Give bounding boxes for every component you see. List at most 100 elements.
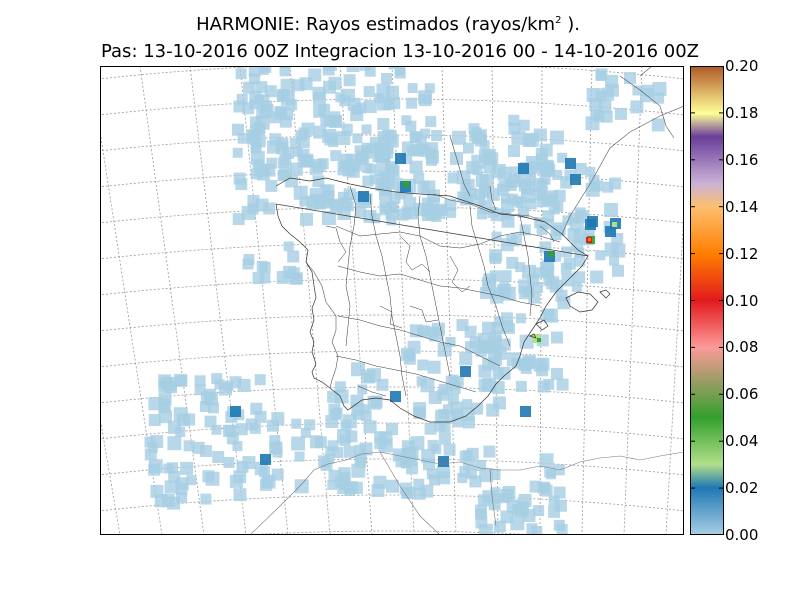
lightning-cell xyxy=(304,419,316,431)
lightning-cell xyxy=(479,468,494,483)
lightning-cell xyxy=(501,198,515,212)
lightning-cell xyxy=(491,321,504,334)
lightning-cell xyxy=(247,130,262,145)
lightning-cell xyxy=(168,470,181,483)
lightning-cell xyxy=(516,500,530,514)
lightning-cell xyxy=(482,490,496,504)
lightning-cell xyxy=(573,230,587,244)
lightning-cell xyxy=(491,231,502,242)
lightning-cell xyxy=(363,420,377,434)
lightning-cell xyxy=(479,140,490,151)
lightning-cell xyxy=(407,83,418,94)
lightning-cell xyxy=(247,203,259,215)
lightning-cell xyxy=(541,308,555,322)
lightning-cell xyxy=(506,235,518,246)
lightning-cell xyxy=(482,357,496,371)
lightning-cell xyxy=(413,202,427,216)
lightning-cell xyxy=(526,523,538,535)
lightning-cell xyxy=(382,147,393,159)
lightning-cell xyxy=(551,331,563,344)
lightning-cell xyxy=(462,399,473,410)
lightning-cell xyxy=(222,424,235,437)
lightning-cell xyxy=(291,436,306,451)
lightning-cell xyxy=(407,146,418,157)
lightning-cell xyxy=(235,178,248,191)
lightning-cell xyxy=(202,470,215,483)
lightning-cell xyxy=(533,358,547,372)
lightning-cell xyxy=(237,132,249,144)
colorbar-tick-label: 0.18 xyxy=(725,103,759,122)
lightning-cell xyxy=(426,154,438,166)
national-borders xyxy=(305,66,684,389)
lightning-cell xyxy=(550,130,564,145)
lightning-cell xyxy=(390,177,403,190)
lightning-cell xyxy=(435,203,448,216)
lightning-cell xyxy=(525,198,537,210)
lightning-cell xyxy=(327,440,339,452)
lightning-cell xyxy=(361,124,372,135)
lightning-cell xyxy=(522,356,536,370)
lightning-cell xyxy=(342,88,355,102)
lightning-cell xyxy=(351,463,366,478)
lightning-cell xyxy=(533,128,547,142)
lightning-cell xyxy=(335,92,346,103)
lightning-cell xyxy=(466,447,479,460)
lightning-cell xyxy=(351,403,365,417)
lightning-cell xyxy=(334,381,346,393)
lightning-cell xyxy=(479,173,494,188)
lightning-cell xyxy=(280,78,295,93)
lightning-cell xyxy=(565,158,576,169)
lightning-cell xyxy=(322,66,335,76)
colorbar-tick-label: 0.16 xyxy=(725,150,759,169)
colorbar-tick-label: 0.00 xyxy=(725,526,759,544)
lightning-cell xyxy=(420,484,434,498)
lightning-cell xyxy=(367,395,382,410)
lightning-cell xyxy=(230,406,241,417)
lightning-cell xyxy=(259,466,270,478)
lightning-cell xyxy=(232,147,243,158)
lightning-cell xyxy=(200,391,214,405)
lightning-cell xyxy=(500,510,514,524)
lightning-cell xyxy=(652,82,667,96)
lightning-cell xyxy=(445,411,457,423)
lightning-cell xyxy=(359,442,373,456)
lightning-cell xyxy=(409,160,423,174)
lightning-cell xyxy=(306,195,321,210)
lightning-cell xyxy=(180,461,194,475)
lightning-cell xyxy=(324,115,336,128)
lightning-cell xyxy=(325,446,336,457)
lightning-cell xyxy=(595,250,606,261)
lightning-cell xyxy=(457,191,469,203)
lightning-cell xyxy=(531,282,543,293)
lightning-cell xyxy=(489,253,501,265)
lightning-cell xyxy=(493,346,507,360)
lightning-cell xyxy=(510,516,525,531)
lightning-cell xyxy=(469,336,482,349)
lightning-cell xyxy=(252,159,264,170)
lightning-cell xyxy=(388,97,401,110)
lightning-cell xyxy=(553,189,566,202)
lightning-cell xyxy=(447,172,459,184)
lightning-cell xyxy=(261,476,273,488)
lightning-cell xyxy=(546,469,556,480)
lightning-cell xyxy=(312,91,326,105)
lightning-cell xyxy=(332,447,344,458)
lightning-cell xyxy=(399,482,412,495)
lightning-cell xyxy=(243,81,256,94)
lightning-cell xyxy=(327,479,338,490)
lightning-cell xyxy=(350,481,363,494)
lightning-cell xyxy=(602,181,614,193)
lightning-cell xyxy=(150,484,164,498)
lightning-cell xyxy=(489,469,501,481)
lightning-cell xyxy=(350,158,363,171)
lightning-cell xyxy=(358,191,369,202)
lightning-cell xyxy=(158,398,171,411)
lightning-cell xyxy=(429,474,440,486)
lightning-cell xyxy=(459,466,471,478)
lightning-cell xyxy=(448,393,459,405)
lightning-cell xyxy=(300,155,312,167)
lightning-cell xyxy=(159,410,172,424)
lightning-cell xyxy=(651,118,665,132)
lightning-cell xyxy=(204,415,217,428)
lightning-cell xyxy=(405,120,417,132)
